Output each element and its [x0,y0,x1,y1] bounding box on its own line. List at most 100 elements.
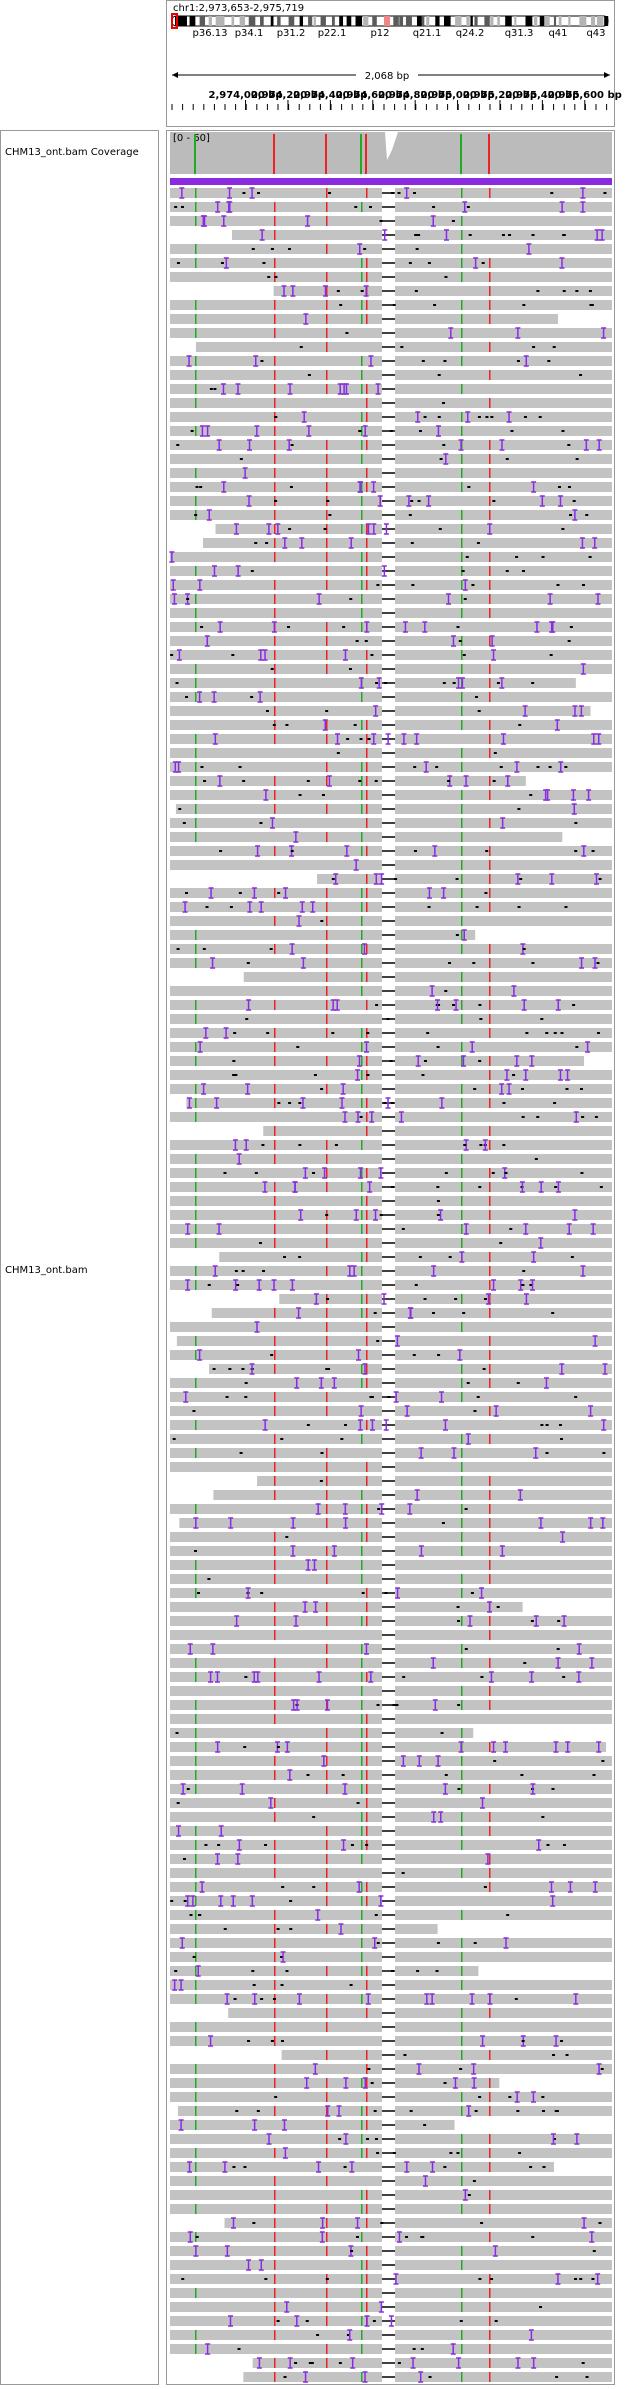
small-del [262,262,266,264]
mismatch [274,398,276,408]
mismatch [195,1112,197,1122]
small-del [555,2110,559,2112]
insertion [432,845,438,857]
mismatch [361,1756,363,1766]
mismatch [361,2204,363,2214]
mismatch [361,510,363,520]
insertion [230,2217,236,2229]
insertion [463,775,469,787]
insertion [379,1503,385,1515]
small-del [285,724,289,726]
mismatch [489,986,491,996]
mismatch [326,1056,328,1066]
mismatch [489,1140,491,1150]
insertion [212,1265,218,1277]
small-del [567,444,571,446]
insertion [217,621,223,633]
small-del [427,262,431,264]
mismatch [461,1056,463,1066]
mismatch [361,482,363,492]
mismatch [461,902,463,912]
small-del [244,1382,248,1384]
mismatch [361,2148,363,2158]
insertion [555,2273,561,2285]
small-del [581,2362,585,2364]
small-del [545,1452,549,1454]
small-del [575,1046,579,1048]
mismatch [489,1490,491,1500]
mismatch [326,930,328,940]
insertion [375,383,381,395]
insertion [565,1741,571,1753]
insertion [252,2119,258,2131]
small-del [483,1886,487,1888]
insertion [519,1181,525,1193]
insertion [601,1419,607,1431]
mismatch [461,538,463,548]
cyto-band [399,16,404,26]
small-del [212,1368,216,1370]
small-del [441,1522,445,1524]
mismatch [489,1266,491,1276]
insertion [555,1657,561,1669]
small-del [320,1088,324,1090]
insertion [500,733,506,745]
mismatch [195,328,197,338]
ruler-label: 2,975,600 bp [548,90,622,101]
insertion [452,2077,458,2089]
small-del [501,234,505,236]
small-del [170,1900,174,1902]
mismatch [366,1224,368,1234]
insertion [230,1895,236,1907]
small-del [413,850,417,852]
insertion [456,677,462,689]
insertion [321,1755,327,1767]
insertion [358,1405,364,1417]
mismatch [361,958,363,968]
insertion [576,1643,582,1655]
mismatch [326,888,328,898]
small-del [506,1914,510,1916]
small-del [545,1032,549,1034]
insertion [558,761,564,773]
small-del [234,1074,238,1076]
mismatch [461,2008,463,2018]
insertion [351,1265,357,1277]
insertion [560,1531,566,1543]
insertion [561,1615,567,1627]
small-del [499,1242,503,1244]
small-del [199,486,203,488]
small-del [471,584,475,586]
small-del [325,2278,329,2280]
insertion [221,215,227,227]
mismatch [489,2344,491,2354]
small-del [353,724,357,726]
mismatch [489,2232,491,2242]
small-del [536,1116,540,1118]
mismatch [326,2106,328,2116]
mismatch [361,412,363,422]
insertion [185,1279,191,1291]
insertion [182,901,188,913]
insertion [306,425,312,437]
read [252,2358,612,2368]
coverage-snp [273,134,275,174]
mismatch [274,524,276,534]
insertion [246,999,252,1011]
mismatch [366,1308,368,1318]
insertion [566,1223,572,1235]
small-del [547,360,551,362]
read [243,2372,613,2382]
small-del [600,2068,604,2070]
small-del [505,458,509,460]
insertion [228,2315,234,2327]
cyto-band [490,16,494,26]
mismatch [461,384,463,394]
small-del [349,598,353,600]
insertion [572,509,578,521]
insertion [451,1447,457,1459]
small-del [436,1186,440,1188]
insertion [226,201,232,213]
small-del [514,1998,518,2000]
mismatch [361,1546,363,1556]
